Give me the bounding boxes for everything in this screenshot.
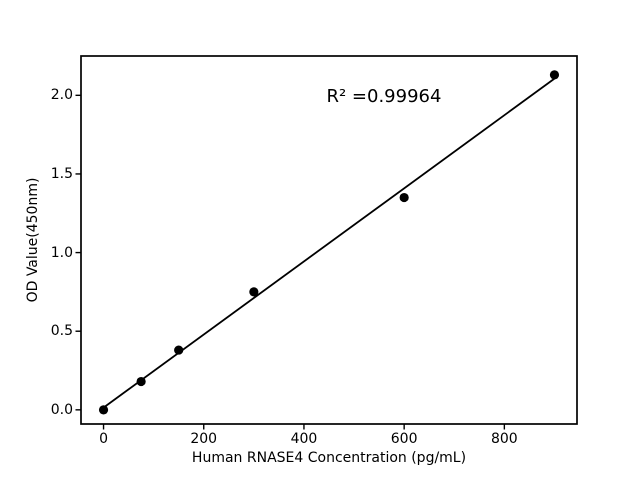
x-tick-label: 400 — [290, 431, 318, 447]
data-point — [98, 405, 109, 415]
y-tick-label: 1.0 — [50, 244, 73, 261]
y-tick-label: 0.0 — [50, 401, 73, 418]
trend-line — [103, 77, 555, 409]
data-point — [249, 287, 259, 297]
x-tick-label: 200 — [190, 431, 218, 447]
r-squared-annotation: R² =0.99964 — [326, 86, 442, 108]
data-point — [549, 70, 560, 80]
y-tick-label: 1.5 — [50, 165, 73, 182]
x-axis-label: Human RNASE4 Concentration (pg/mL) — [191, 450, 467, 466]
x-tick-label: 0 — [99, 431, 108, 447]
y-tick-label: 2.0 — [50, 87, 73, 104]
x-tick-label: 800 — [490, 431, 518, 447]
y-axis-label: OD Value(450nm) — [25, 177, 41, 303]
x-tick-label: 600 — [390, 431, 418, 447]
data-point — [136, 376, 146, 387]
y-tick-label: 0.5 — [50, 323, 73, 340]
data-point — [174, 345, 184, 355]
data-point — [399, 192, 409, 203]
axes-box — [80, 55, 578, 425]
